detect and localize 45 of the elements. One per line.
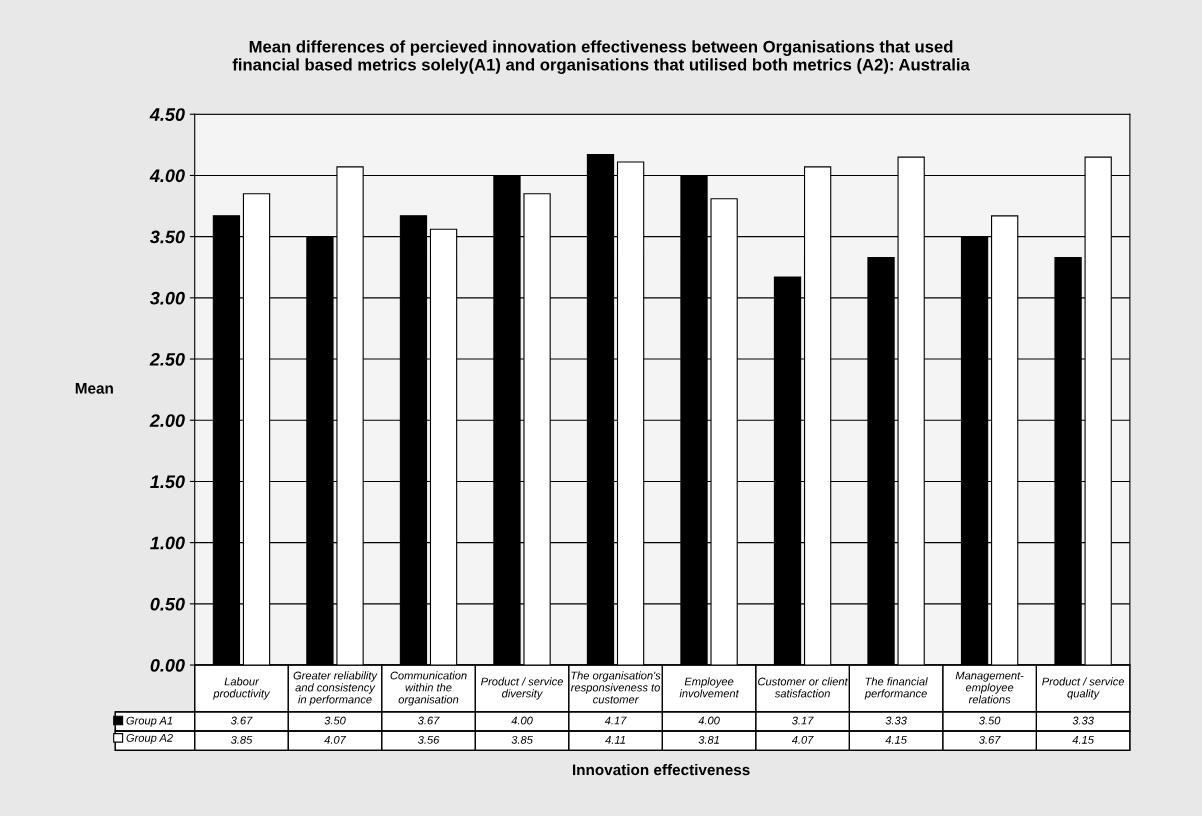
data-label: 3.50 (979, 716, 1001, 725)
data-label: 3.33 (1072, 716, 1094, 725)
x-tick-label: Product / service quality (1042, 677, 1125, 700)
y-tick-label: 2.00 (149, 414, 185, 427)
y-tick-label: 2.50 (149, 352, 185, 366)
x-tick-label: Customer or client satisfaction (758, 677, 849, 698)
y-tick-label: 1.00 (150, 536, 185, 550)
x-tick-label: Greater reliability and consistency in performance (293, 671, 378, 706)
x-tick-label: Communication within the organisation (390, 671, 467, 706)
data-label: 4.11 (605, 736, 626, 744)
y-tick-label: 1.50 (150, 475, 185, 489)
data-label: 3.67 (417, 716, 440, 725)
y-tick-label: 4.50 (149, 108, 185, 121)
y-axis-title: Mean (75, 383, 113, 394)
data-label: 3.33 (885, 716, 907, 725)
data-label: 3.85 (511, 735, 533, 744)
y-tick-label: 0.00 (150, 658, 185, 672)
data-label: 4.00 (511, 716, 533, 725)
data-label: 4.15 (885, 736, 907, 744)
x-axis-title: Innovation effectiveness (572, 764, 750, 776)
data-label: 4.17 (604, 716, 627, 725)
x-tick-label: Employee involvement (679, 677, 740, 698)
y-tick-label: 3.50 (150, 230, 185, 244)
x-tick-label: Management- employee relations (955, 671, 1024, 704)
y-tick-label: 0.50 (150, 597, 185, 611)
data-label: 3.56 (417, 735, 440, 744)
y-tick-label: 3.00 (150, 291, 185, 305)
y-tick-label: 4.00 (149, 169, 185, 183)
data-label: 4.07 (324, 735, 347, 744)
data-label: 3.67 (979, 735, 1001, 744)
x-tick-label: Product / service diversity (481, 677, 563, 700)
data-label: 4.00 (698, 716, 720, 725)
x-tick-label: The financial performance (864, 677, 928, 700)
data-label: 3.81 (698, 735, 719, 744)
data-label: 3.85 (230, 735, 253, 744)
x-tick-label: The organisation's responsiveness to customer (570, 671, 661, 704)
legend-label: Group A2 (126, 733, 173, 745)
data-label: 3.50 (324, 716, 346, 725)
data-label: 4.07 (791, 735, 814, 744)
data-label: 4.15 (1072, 736, 1094, 744)
chart-title: Mean differences of percieved innovation effectiveness between Organisations that used financial based metrics solely(A1) and organisations that utilised both metrics (A2): Australia (232, 40, 970, 74)
data-label: 3.17 (792, 716, 814, 725)
x-tick-label: Labour productivity (213, 677, 271, 700)
legend-label: Group A1 (126, 716, 173, 727)
data-label: 3.67 (230, 716, 253, 725)
